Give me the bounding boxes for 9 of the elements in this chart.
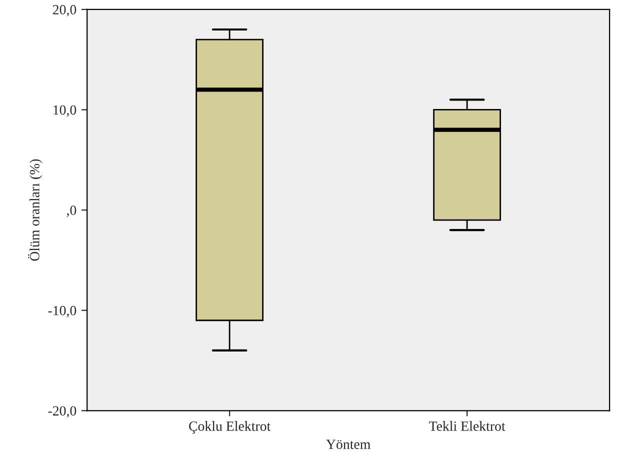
y-tick-label: 10,0: [54, 105, 76, 117]
x-axis-title: Yöntem: [326, 440, 370, 449]
y-axis-title: Ölüm oranları (%): [28, 159, 42, 261]
y-tick-label: 20,0: [52, 5, 76, 16]
x-tick-label: Tekli Elektrot: [429, 421, 506, 431]
y-tick-label: ,0: [66, 206, 76, 217]
x-tick-label: Çoklu Elektrot: [189, 421, 271, 434]
y-tick-label: -10,0: [48, 306, 76, 318]
y-tick-label: -20,0: [48, 406, 76, 418]
